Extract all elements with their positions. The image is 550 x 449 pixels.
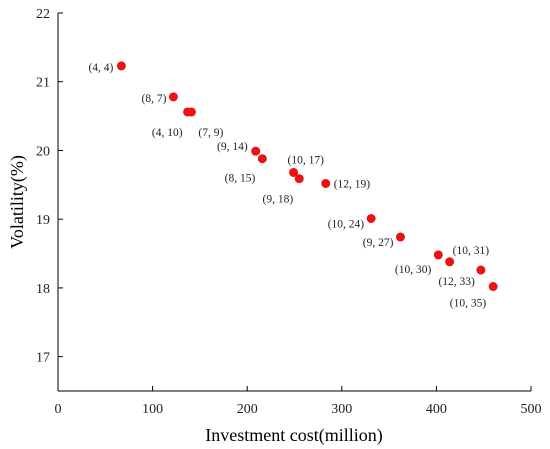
point-label: (4, 10): [152, 127, 183, 139]
data-point: [294, 174, 304, 184]
point-label: (9, 14): [217, 141, 248, 153]
point-label: (10, 24): [328, 218, 365, 230]
point-label: (4, 4): [88, 62, 113, 74]
point-label: (9, 18): [263, 194, 294, 206]
data-point: [168, 92, 178, 102]
x-tick-label: 400: [426, 402, 447, 417]
data-point: [116, 61, 126, 71]
x-axis-ticks: 0 100 200 300 400 500: [55, 386, 542, 417]
y-tick-label: 19: [36, 213, 50, 228]
x-tick-label: 500: [521, 402, 542, 417]
y-tick-label: 18: [36, 282, 50, 297]
x-tick-label: 0: [55, 402, 62, 417]
point-label: (12, 19): [334, 178, 371, 190]
point-label: (10, 35): [450, 298, 487, 310]
x-tick-label: 200: [237, 402, 258, 417]
data-point: [488, 282, 498, 292]
y-tick-label: 21: [36, 76, 50, 91]
y-tick-label: 20: [36, 144, 50, 159]
data-point: [321, 178, 331, 188]
point-label: (9, 27): [363, 237, 394, 249]
point-label: (12, 33): [438, 276, 475, 288]
point-labels: (4, 4) (8, 7) (4, 10) (7, 9) (9, 14) (8, 15) (…: [88, 62, 489, 310]
point-label: (10, 17): [288, 154, 325, 166]
point-label: (10, 30): [395, 264, 432, 276]
data-point: [289, 167, 299, 177]
y-axis-title: Volatility(%): [7, 155, 28, 249]
data-point: [366, 213, 376, 223]
x-tick-label: 100: [142, 402, 163, 417]
data-point: [395, 232, 405, 242]
axes: [57, 13, 531, 392]
data-point: [257, 154, 267, 164]
point-label: (8, 7): [141, 93, 166, 105]
y-axis-ticks: 17 18 19 20 21 22: [36, 7, 63, 366]
x-tick-label: 300: [331, 402, 352, 417]
point-label: (8, 15): [225, 173, 256, 185]
data-point: [476, 265, 486, 275]
point-label: (10, 31): [453, 245, 490, 257]
y-tick-label: 17: [36, 351, 50, 366]
data-points: [116, 61, 498, 292]
data-point: [186, 107, 196, 117]
data-point: [433, 250, 443, 260]
x-axis-title: Investment cost(million): [205, 425, 382, 446]
data-point: [445, 257, 455, 267]
y-tick-label: 22: [36, 7, 50, 22]
data-point: [251, 146, 261, 156]
point-label: (7, 9): [198, 127, 223, 139]
